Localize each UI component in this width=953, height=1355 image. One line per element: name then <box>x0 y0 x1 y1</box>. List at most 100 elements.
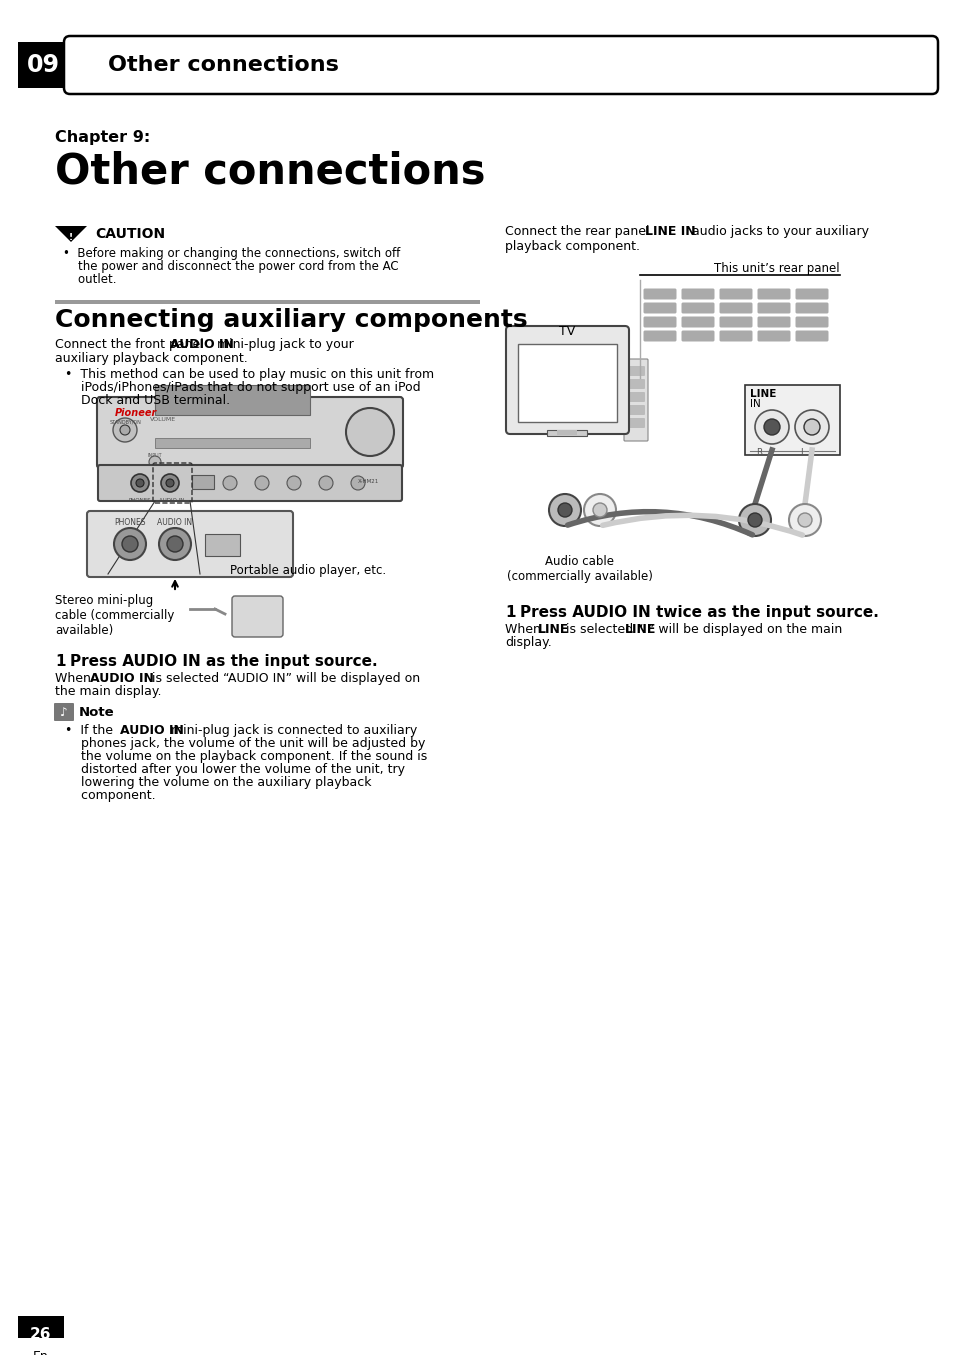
Circle shape <box>161 474 179 492</box>
Text: phones jack, the volume of the unit will be adjusted by: phones jack, the volume of the unit will… <box>65 737 425 751</box>
Text: AUDIO IN: AUDIO IN <box>90 672 153 686</box>
Text: This unit’s rear panel: This unit’s rear panel <box>714 262 840 275</box>
Circle shape <box>794 411 828 444</box>
FancyBboxPatch shape <box>757 302 790 313</box>
Text: AUDIO IN: AUDIO IN <box>159 499 185 503</box>
Circle shape <box>113 528 146 560</box>
Circle shape <box>583 495 616 526</box>
FancyBboxPatch shape <box>623 359 647 440</box>
FancyBboxPatch shape <box>626 366 644 375</box>
Text: the power and disconnect the power cord from the AC: the power and disconnect the power cord … <box>63 260 398 272</box>
Circle shape <box>803 419 820 435</box>
FancyBboxPatch shape <box>719 289 752 299</box>
Bar <box>154 438 310 449</box>
Text: 1: 1 <box>55 654 66 669</box>
FancyBboxPatch shape <box>64 37 937 93</box>
Text: X-HM21: X-HM21 <box>357 480 379 484</box>
Text: Chapter 9:: Chapter 9: <box>55 130 150 145</box>
Circle shape <box>131 474 149 492</box>
Text: L: L <box>800 449 804 457</box>
FancyBboxPatch shape <box>54 703 74 721</box>
FancyBboxPatch shape <box>97 397 402 467</box>
Text: mini-plug jack is connected to auxiliary: mini-plug jack is connected to auxiliary <box>167 724 416 737</box>
Text: En: En <box>33 1350 49 1355</box>
Text: •  This method can be used to play music on this unit from: • This method can be used to play music … <box>65 369 434 381</box>
Circle shape <box>287 476 301 491</box>
Text: ” will be displayed on the main: ” will be displayed on the main <box>647 623 841 635</box>
Text: playback component.: playback component. <box>504 240 639 253</box>
FancyBboxPatch shape <box>795 317 827 328</box>
FancyBboxPatch shape <box>680 317 714 328</box>
Text: the main display.: the main display. <box>55 686 161 698</box>
Text: iPods/iPhones/iPads that do not support use of an iPod: iPods/iPhones/iPads that do not support … <box>65 381 420 394</box>
Text: CAUTION: CAUTION <box>95 228 165 241</box>
Text: LINE: LINE <box>749 389 776 398</box>
Text: outlet.: outlet. <box>63 272 116 286</box>
Bar <box>18 42 68 88</box>
Text: Connect the front panel: Connect the front panel <box>55 337 208 351</box>
Text: Connect the rear panel: Connect the rear panel <box>504 225 653 238</box>
Text: VOLUME: VOLUME <box>150 417 176 421</box>
FancyBboxPatch shape <box>626 417 644 428</box>
Text: Connecting auxiliary components: Connecting auxiliary components <box>55 308 527 332</box>
Text: distorted after you lower the volume of the unit, try: distorted after you lower the volume of … <box>65 763 405 776</box>
Text: audio jacks to your auxiliary: audio jacks to your auxiliary <box>687 225 868 238</box>
Circle shape <box>558 503 572 518</box>
FancyBboxPatch shape <box>626 392 644 402</box>
Text: When: When <box>504 623 544 635</box>
Polygon shape <box>55 226 87 243</box>
FancyBboxPatch shape <box>232 596 283 637</box>
Text: ♪: ♪ <box>60 706 68 718</box>
Text: INPUT: INPUT <box>148 453 162 458</box>
Circle shape <box>346 408 394 457</box>
FancyBboxPatch shape <box>680 331 714 341</box>
FancyBboxPatch shape <box>795 331 827 341</box>
Text: Pioneer: Pioneer <box>115 408 157 417</box>
FancyBboxPatch shape <box>87 511 293 577</box>
Text: Stereo mini-plug
cable (commercially
available): Stereo mini-plug cable (commercially ava… <box>55 593 174 637</box>
Text: auxiliary playback component.: auxiliary playback component. <box>55 352 248 364</box>
FancyBboxPatch shape <box>643 302 676 313</box>
Text: •  Before making or changing the connections, switch off: • Before making or changing the connecti… <box>63 247 400 260</box>
Text: Note: Note <box>79 706 114 720</box>
Text: TV: TV <box>558 325 575 337</box>
Text: •  If the: • If the <box>65 724 117 737</box>
Circle shape <box>754 411 788 444</box>
Text: Press AUDIO IN as the input source.: Press AUDIO IN as the input source. <box>70 654 377 669</box>
Text: 09: 09 <box>27 53 59 77</box>
Text: AUDIO IN: AUDIO IN <box>170 337 233 351</box>
Text: Audio cable
(commercially available): Audio cable (commercially available) <box>507 556 652 583</box>
FancyBboxPatch shape <box>626 379 644 389</box>
FancyBboxPatch shape <box>680 289 714 299</box>
FancyBboxPatch shape <box>719 302 752 313</box>
Text: IN: IN <box>749 398 760 409</box>
Circle shape <box>159 528 191 560</box>
Text: AUDIO IN: AUDIO IN <box>157 518 193 527</box>
Text: Press AUDIO IN twice as the input source.: Press AUDIO IN twice as the input source… <box>519 604 878 621</box>
FancyBboxPatch shape <box>719 317 752 328</box>
Bar <box>154 385 310 415</box>
Text: R: R <box>755 449 761 457</box>
FancyBboxPatch shape <box>757 331 790 341</box>
Bar <box>205 534 240 556</box>
Circle shape <box>548 495 580 526</box>
Text: Other connections: Other connections <box>108 56 338 75</box>
Text: AUDIO IN: AUDIO IN <box>120 724 184 737</box>
FancyBboxPatch shape <box>643 331 676 341</box>
Text: Dock and USB terminal.: Dock and USB terminal. <box>65 394 230 406</box>
Circle shape <box>223 476 236 491</box>
FancyBboxPatch shape <box>505 327 628 434</box>
Circle shape <box>167 537 183 551</box>
FancyBboxPatch shape <box>98 465 401 501</box>
Text: Portable audio player, etc.: Portable audio player, etc. <box>230 564 386 577</box>
Text: the volume on the playback component. If the sound is: the volume on the playback component. If… <box>65 751 427 763</box>
FancyBboxPatch shape <box>643 317 676 328</box>
Text: Other connections: Other connections <box>55 150 485 192</box>
Text: PHONES: PHONES <box>129 499 152 503</box>
Text: LINE: LINE <box>624 623 656 635</box>
Bar <box>18 1316 64 1337</box>
Text: LINE IN: LINE IN <box>644 225 695 238</box>
Text: is selected “: is selected “ <box>561 623 643 635</box>
Circle shape <box>763 419 780 435</box>
Text: STANDBY/ON: STANDBY/ON <box>110 420 142 425</box>
